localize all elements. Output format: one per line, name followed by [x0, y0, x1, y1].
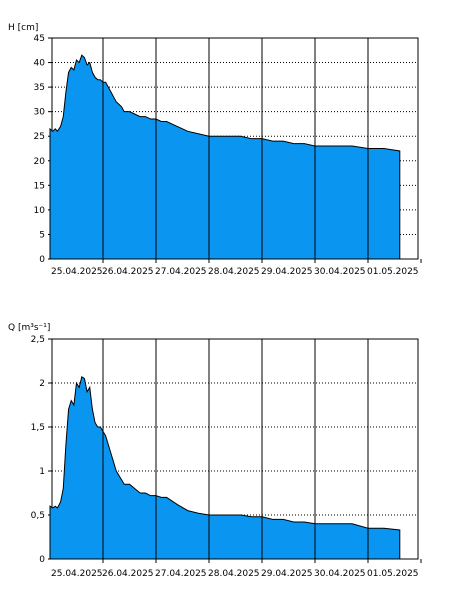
x-tick-label: 29.04.2025	[261, 267, 313, 277]
y-tick-label: 30	[34, 108, 46, 118]
y-axis-label: H [cm]	[8, 23, 38, 33]
x-tick-label: 25.04.2025	[51, 267, 103, 277]
y-tick-label: 15	[34, 181, 45, 191]
x-tick-label: 26.04.2025	[102, 267, 154, 277]
x-tick-label: 30.04.2025	[314, 569, 366, 579]
y-tick-label: 0	[39, 255, 45, 265]
y-tick-label: 5	[39, 230, 45, 240]
y-tick-label: 20	[34, 157, 46, 167]
x-tick-label: 27.04.2025	[155, 267, 207, 277]
x-tick-label: 25.04.2025	[51, 569, 103, 579]
x-tick-label: 27.04.2025	[155, 569, 207, 579]
y-tick-label: 1	[39, 467, 45, 477]
x-tick-label: 01.05.2025	[367, 267, 419, 277]
y-tick-label: 45	[34, 34, 45, 44]
y-tick-label: 0	[39, 555, 45, 565]
area-series	[49, 54, 401, 260]
y-tick-label: 25	[34, 132, 45, 142]
x-tick-label: 28.04.2025	[208, 569, 260, 579]
y-tick-label: 2,5	[31, 335, 45, 345]
y-tick-label: 10	[34, 206, 46, 216]
y-tick-label: 35	[34, 83, 45, 93]
x-tick-label: 29.04.2025	[261, 569, 313, 579]
y-tick-label: 1,5	[31, 423, 45, 433]
chart-panel-2: 0 0,5 1 1,5 2 2,5 25.04.2025 26.04.2025 27.04.20…	[8, 323, 422, 579]
y-tick-label: 0,5	[31, 511, 45, 521]
y-axis-label: Q [m³s⁻¹]	[8, 323, 50, 333]
x-tick-label: 28.04.2025	[208, 267, 260, 277]
x-tick-label: 01.05.2025	[367, 569, 419, 579]
x-tick-label: 30.04.2025	[314, 267, 366, 277]
x-tick-label: 26.04.2025	[102, 569, 154, 579]
chart-panel-1: 0 5 10 15 20 25 30 35 40 45 25.04.2025 26.04.2025 27…	[8, 23, 422, 277]
y-tick-label: 2	[39, 379, 45, 389]
y-tick-label: 40	[34, 59, 46, 69]
area-series	[49, 376, 401, 560]
